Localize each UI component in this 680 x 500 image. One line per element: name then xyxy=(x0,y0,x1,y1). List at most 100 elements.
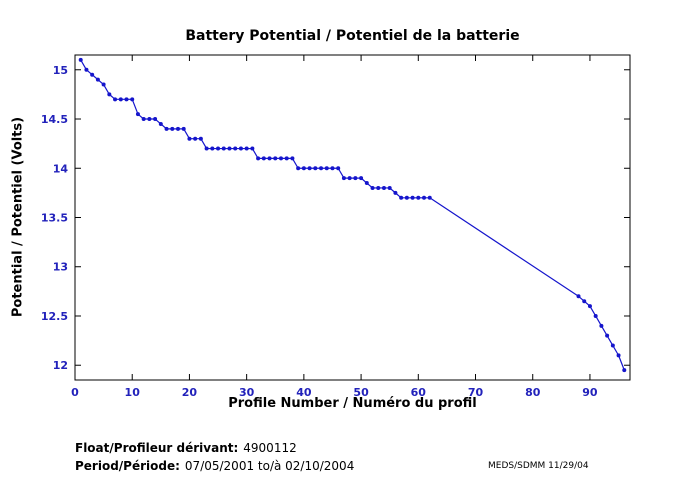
footer-period-line: Period/Période: 07/05/2001 to/à 02/10/200… xyxy=(75,459,354,473)
data-point xyxy=(256,156,261,161)
x-tick-label: 10 xyxy=(125,386,141,399)
y-tick-label: 12.5 xyxy=(41,310,68,323)
chart-title: Battery Potential / Potentiel de la batt… xyxy=(185,28,520,44)
data-point xyxy=(599,323,604,328)
data-point xyxy=(170,126,175,131)
data-point xyxy=(90,72,95,77)
data-point xyxy=(381,185,386,190)
data-point xyxy=(187,136,192,141)
data-point xyxy=(210,146,215,151)
data-point xyxy=(250,146,255,151)
y-tick-label: 13 xyxy=(53,261,68,274)
data-point xyxy=(193,136,198,141)
data-point xyxy=(238,146,243,151)
data-point xyxy=(416,195,421,200)
data-point xyxy=(78,57,83,62)
x-tick-label: 20 xyxy=(182,386,198,399)
data-point xyxy=(153,117,158,122)
x-tick-label: 40 xyxy=(296,386,312,399)
x-tick-label: 0 xyxy=(71,386,79,399)
data-point xyxy=(370,185,375,190)
x-axis-label: Profile Number / Numéro du profil xyxy=(228,396,477,411)
y-tick-label: 15 xyxy=(53,64,68,77)
float-label: Float/Profileur dérivant: xyxy=(75,441,239,455)
data-point xyxy=(616,353,621,358)
data-point xyxy=(341,176,346,181)
data-point xyxy=(605,333,610,338)
data-point xyxy=(141,117,146,122)
data-point xyxy=(359,176,364,181)
data-point xyxy=(582,299,587,304)
data-point xyxy=(576,294,581,299)
data-point xyxy=(135,112,140,117)
y-tick-label: 14.5 xyxy=(41,113,68,126)
data-point xyxy=(587,304,592,309)
data-point xyxy=(313,166,318,171)
data-point xyxy=(233,146,238,151)
data-point xyxy=(290,156,295,161)
footer-float-line: Float/Profileur dérivant: 4900112 xyxy=(75,441,297,455)
data-point xyxy=(113,97,118,102)
data-point xyxy=(118,97,123,102)
y-tick-label: 13.5 xyxy=(41,212,68,225)
data-point xyxy=(107,92,112,97)
x-tick-label: 70 xyxy=(468,386,484,399)
data-point xyxy=(267,156,272,161)
data-point xyxy=(181,126,186,131)
data-point xyxy=(422,195,427,200)
data-point xyxy=(95,77,100,82)
data-point xyxy=(319,166,324,171)
data-point xyxy=(84,67,89,72)
x-tick-label: 30 xyxy=(239,386,255,399)
data-point xyxy=(124,97,129,102)
x-tick-label: 90 xyxy=(582,386,598,399)
data-point xyxy=(244,146,249,151)
data-point xyxy=(387,185,392,190)
x-tick-label: 50 xyxy=(353,386,369,399)
data-point xyxy=(216,146,221,151)
data-point xyxy=(130,97,135,102)
y-tick-label: 14 xyxy=(53,162,69,175)
data-point xyxy=(330,166,335,171)
data-point xyxy=(227,146,232,151)
data-point xyxy=(175,126,180,131)
data-point xyxy=(273,156,278,161)
data-point xyxy=(324,166,329,171)
data-point xyxy=(147,117,152,122)
y-tick-label: 12 xyxy=(53,359,68,372)
data-point xyxy=(404,195,409,200)
data-point xyxy=(353,176,358,181)
data-point xyxy=(158,121,163,126)
period-value: 07/05/2001 to/à 02/10/2004 xyxy=(184,459,355,473)
data-line xyxy=(80,59,625,371)
data-point xyxy=(410,195,415,200)
data-point xyxy=(164,126,169,131)
data-point xyxy=(336,166,341,171)
data-point xyxy=(307,166,312,171)
data-point xyxy=(622,368,627,373)
data-point xyxy=(364,181,369,186)
x-tick-label: 60 xyxy=(411,386,427,399)
data-point xyxy=(204,146,209,151)
data-point xyxy=(296,166,301,171)
data-point xyxy=(278,156,283,161)
data-point xyxy=(347,176,352,181)
data-point xyxy=(593,313,598,318)
data-point xyxy=(610,343,615,348)
data-point xyxy=(198,136,203,141)
data-point xyxy=(393,190,398,195)
axes-box xyxy=(74,54,631,381)
credit-text: MEDS/SDMM 11/29/04 xyxy=(488,461,589,471)
data-point xyxy=(427,195,432,200)
data-point xyxy=(399,195,404,200)
x-tick-label: 80 xyxy=(525,386,541,399)
data-point xyxy=(261,156,266,161)
period-label: Period/Période: xyxy=(75,459,180,473)
data-point xyxy=(301,166,306,171)
data-point xyxy=(376,185,381,190)
float-value: 4900112 xyxy=(243,441,297,455)
data-point xyxy=(101,82,106,87)
data-point xyxy=(221,146,226,151)
